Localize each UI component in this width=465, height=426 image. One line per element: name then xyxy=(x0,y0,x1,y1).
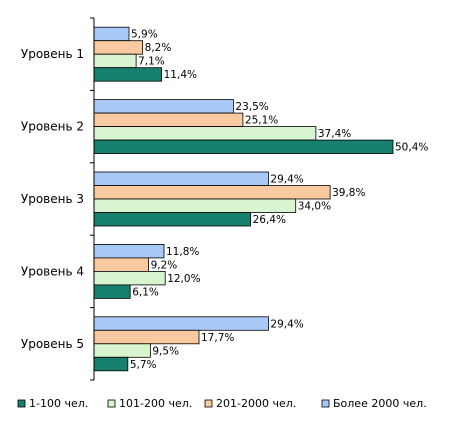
legend-swatch xyxy=(204,399,213,408)
value-label: 5,9% xyxy=(131,29,158,41)
category-label: Уровень 3 xyxy=(21,192,84,206)
bar-4-2 xyxy=(93,257,149,272)
value-label: 26,4% xyxy=(253,214,286,226)
value-label: 23,5% xyxy=(235,101,268,113)
bar-4-1 xyxy=(93,243,165,259)
bar-2-4 xyxy=(93,139,394,155)
bar-3-2 xyxy=(93,185,331,200)
value-label: 39,8% xyxy=(332,187,365,199)
category-label: Уровень 1 xyxy=(21,47,84,61)
bar-3-4 xyxy=(93,212,252,227)
value-label: 50,4% xyxy=(395,142,428,154)
legend-label: Более 2000 чел. xyxy=(333,397,427,410)
value-label: 7,1% xyxy=(138,56,165,68)
legend-label: 1-100 чел. xyxy=(29,397,88,410)
bar-2-1 xyxy=(93,99,234,114)
legend-swatch xyxy=(107,399,116,408)
bar-4-3 xyxy=(93,270,166,286)
value-label: 11,8% xyxy=(166,246,199,258)
value-label: 37,4% xyxy=(318,128,351,140)
value-label: 29,4% xyxy=(270,173,303,185)
bar-1-3 xyxy=(93,53,137,69)
category-label: Уровень 5 xyxy=(21,337,84,351)
bar-4-4 xyxy=(93,284,131,299)
bar-1-1 xyxy=(93,26,130,42)
category-label: Уровень 2 xyxy=(21,120,84,134)
value-label: 5,7% xyxy=(130,359,157,371)
value-label: 17,7% xyxy=(201,332,234,344)
legend-swatch xyxy=(321,399,330,408)
value-label: 29,4% xyxy=(270,318,303,330)
bar-5-1 xyxy=(93,316,269,331)
legend-label: 101-200 чел. xyxy=(119,397,192,410)
value-label: 12,0% xyxy=(167,273,200,285)
bar-5-2 xyxy=(93,329,200,345)
value-label: 6,1% xyxy=(132,286,159,298)
bar-2-2 xyxy=(93,112,244,127)
category-label: Уровень 4 xyxy=(21,264,84,278)
legend-label: 201-2000 чел. xyxy=(216,397,296,410)
legend-swatch xyxy=(17,399,26,408)
value-label: 9,2% xyxy=(151,259,178,271)
value-label: 25,1% xyxy=(245,115,278,127)
bar-3-1 xyxy=(93,171,269,186)
bar-1-2 xyxy=(93,40,144,55)
bar-2-3 xyxy=(93,126,317,141)
bar-5-4 xyxy=(93,356,129,372)
value-label: 8,2% xyxy=(145,42,172,54)
value-label: 11,4% xyxy=(164,69,197,81)
bar-1-4 xyxy=(93,67,163,82)
value-label: 9,5% xyxy=(152,345,179,357)
bar-5-3 xyxy=(93,343,151,358)
value-label: 34,0% xyxy=(298,200,331,212)
bar-3-3 xyxy=(93,198,297,213)
